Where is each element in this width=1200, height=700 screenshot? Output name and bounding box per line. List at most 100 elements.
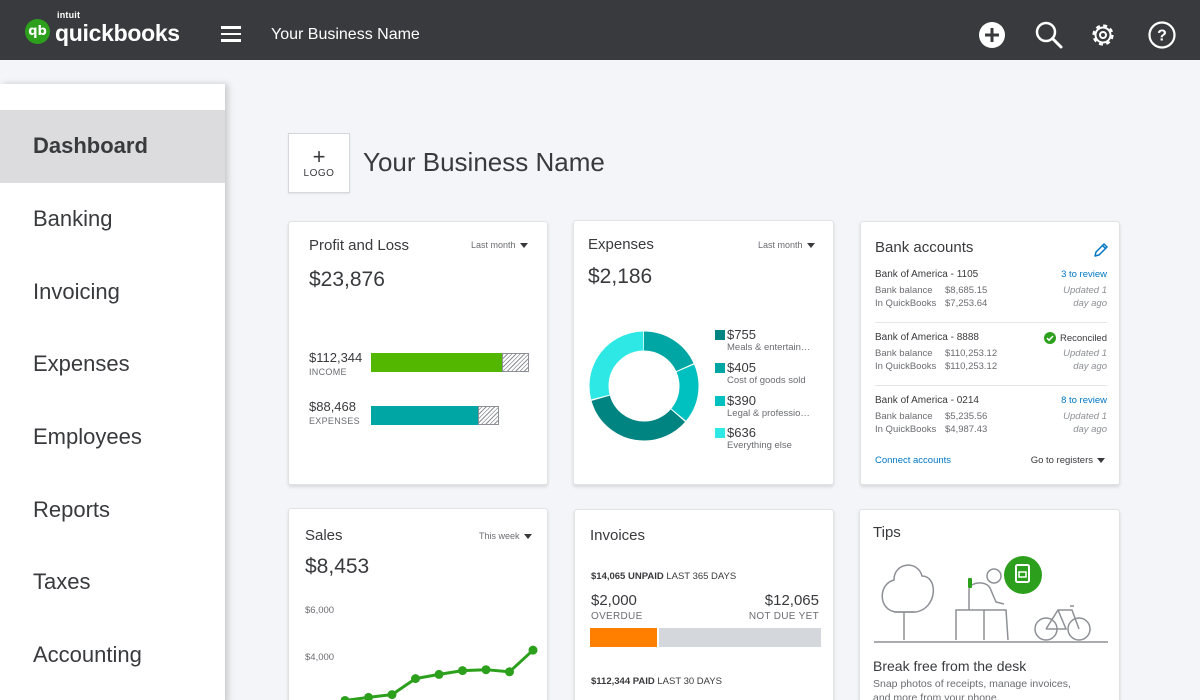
- bank-account-name: Bank of America - 8888: [875, 332, 979, 343]
- sales-line-chart: [340, 645, 538, 700]
- svg-text:?: ?: [1157, 28, 1167, 45]
- unpaid-summary: $14,065 UNPAID LAST 365 DAYS: [591, 571, 736, 582]
- paid-summary: $112,344 PAID LAST 30 DAYS: [591, 676, 722, 687]
- not-due-value: $12,065: [764, 592, 819, 609]
- sidebar-item-employees[interactable]: Employees: [33, 424, 142, 450]
- period-filter-dropdown[interactable]: Last month: [758, 240, 815, 250]
- review-link[interactable]: 3 to review: [1061, 269, 1107, 280]
- quickbooks-logo[interactable]: qb intuit quickbooks: [25, 10, 180, 47]
- sales-data-point[interactable]: [340, 695, 350, 700]
- updated-text: Updated 1: [1063, 411, 1107, 422]
- sales-data-point[interactable]: [364, 692, 373, 700]
- sales-data-point[interactable]: [387, 690, 397, 700]
- tip-headline: Break free from the desk: [873, 658, 1027, 674]
- gear-icon[interactable]: [1088, 20, 1118, 50]
- filter-label: Last month: [471, 240, 516, 250]
- qb-logo-icon: qb: [25, 18, 50, 44]
- sales-data-point[interactable]: [434, 669, 444, 679]
- bank-balance-value: $110,253.12: [945, 348, 998, 359]
- sales-data-point[interactable]: [505, 667, 514, 677]
- expenses-value: $88,468: [309, 399, 356, 414]
- bank-account-entry[interactable]: Bank of America - 8888 Bank balance $110…: [875, 332, 1107, 376]
- legend-value: $405: [727, 360, 756, 375]
- quickbooks-balance-label: In QuickBooks: [875, 298, 937, 309]
- bank-balance-label: Bank balance: [875, 348, 933, 359]
- sales-data-point[interactable]: [458, 666, 467, 676]
- sales-data-point[interactable]: [481, 665, 491, 675]
- donut-slice: [589, 331, 699, 441]
- review-link[interactable]: 8 to review: [1061, 395, 1107, 406]
- paid-period: LAST 30 DAYS: [657, 676, 722, 687]
- income-label: INCOME: [309, 367, 347, 377]
- legend-swatch: [715, 428, 725, 438]
- go-to-registers-dropdown[interactable]: Go to registers: [1031, 455, 1105, 466]
- invoices-card[interactable]: Invoices $14,065 UNPAID LAST 365 DAYS $2…: [574, 509, 834, 700]
- chevron-down-icon: [519, 243, 528, 249]
- sales-total: $8,453: [305, 555, 370, 578]
- sidebar-item-reports[interactable]: Reports: [33, 496, 111, 522]
- updated-text: day ago: [1073, 361, 1107, 372]
- sidebar-item-invoicing[interactable]: Invoicing: [33, 278, 120, 304]
- edit-pencil-icon[interactable]: [1093, 242, 1109, 258]
- invoice-status-bar: [590, 628, 821, 647]
- sales-data-point[interactable]: [528, 645, 538, 655]
- profit-loss-card[interactable]: Profit and Loss Last month $23,876 $112,…: [288, 221, 548, 485]
- chevron-down-icon: [523, 534, 532, 540]
- sidebar-item-banking[interactable]: Banking: [33, 206, 113, 232]
- updated-text: day ago: [1073, 298, 1107, 309]
- search-icon[interactable]: [1034, 20, 1064, 50]
- sales-data-point[interactable]: [411, 674, 420, 684]
- overdue-value: $2,000: [591, 592, 637, 609]
- sales-card[interactable]: Sales This week $8,453 $6,000 $4,000: [288, 508, 548, 700]
- sidebar-item-taxes[interactable]: Taxes: [33, 569, 91, 595]
- income-bar: [371, 353, 503, 372]
- profit-total: $23,876: [309, 268, 385, 291]
- divider: [875, 385, 1107, 386]
- bank-account-entry[interactable]: Bank of America - 1105 Bank balance $8,6…: [875, 269, 1107, 313]
- unpaid-period: LAST 365 DAYS: [666, 571, 737, 582]
- bank-balance-value: $5,235.56: [945, 411, 988, 422]
- donut-slice: [589, 331, 699, 441]
- expenses-hatch: [478, 406, 499, 425]
- bank-accounts-card[interactable]: Bank accounts Bank of America - 1105 Ban…: [860, 221, 1120, 485]
- connect-accounts-link[interactable]: Connect accounts: [875, 455, 952, 466]
- reconciled-status: Reconciled: [1044, 332, 1107, 344]
- plus-circle-icon[interactable]: [977, 20, 1007, 50]
- expenses-card[interactable]: Expenses Last month $2,186 $755 Meals & …: [573, 220, 834, 485]
- quickbooks-balance-value: $4,987.43: [945, 424, 988, 435]
- legend-swatch: [715, 330, 725, 340]
- card-title: Profit and Loss: [309, 237, 410, 254]
- logo-brand: quickbooks: [55, 20, 180, 46]
- period-filter-dropdown[interactable]: This week: [479, 531, 532, 541]
- expenses-donut-chart: [589, 331, 699, 441]
- tips-card[interactable]: Tips Break free from the desk Snap photo…: [859, 509, 1120, 700]
- overdue-bar: [590, 628, 657, 647]
- sidebar-item-accounting[interactable]: Accounting: [33, 642, 142, 668]
- divider: [875, 322, 1107, 323]
- mobile-work-illustration: [874, 556, 1108, 643]
- donut-slice: [589, 331, 699, 441]
- logo-text: intuit quickbooks: [55, 10, 180, 47]
- registers-label: Go to registers: [1030, 455, 1093, 466]
- sidebar-item-expenses[interactable]: Expenses: [33, 351, 130, 377]
- chevron-down-icon: [1097, 457, 1105, 463]
- expenses-label: EXPENSES: [309, 416, 360, 426]
- add-logo-button[interactable]: + LOGO: [288, 133, 350, 193]
- expenses-bar: [371, 406, 479, 425]
- y-axis-tick-label: $6,000: [305, 605, 335, 616]
- sidebar-item-dashboard[interactable]: Dashboard: [0, 110, 225, 183]
- legend-value: $755: [727, 327, 756, 342]
- top-business-name: Your Business Name: [271, 26, 420, 43]
- quickbooks-balance-label: In QuickBooks: [875, 424, 937, 435]
- updated-text: day ago: [1073, 424, 1107, 435]
- tip-body: and more from your phone.: [873, 692, 1000, 700]
- tip-body: Snap photos of receipts, manage invoices…: [873, 678, 1071, 690]
- bank-account-name: Bank of America - 1105: [875, 269, 979, 280]
- card-title: Tips: [873, 524, 901, 541]
- card-title: Invoices: [590, 527, 646, 544]
- bank-balance-label: Bank balance: [875, 285, 933, 296]
- bank-account-entry[interactable]: Bank of America - 0214 Bank balance $5,2…: [875, 395, 1107, 439]
- help-icon[interactable]: ?: [1147, 20, 1177, 50]
- period-filter-dropdown[interactable]: Last month: [471, 240, 528, 250]
- hamburger-menu-icon[interactable]: [221, 26, 241, 42]
